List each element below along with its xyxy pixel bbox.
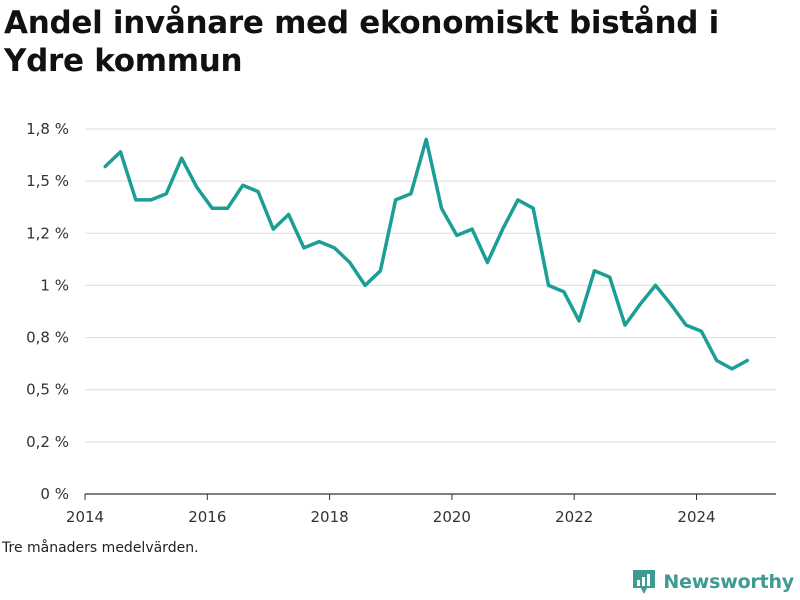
y-tick-label: 0,2 % xyxy=(26,433,69,451)
x-tick-label: 2022 xyxy=(555,508,593,526)
series-layer xyxy=(103,137,750,371)
y-tick-label: 1 % xyxy=(40,276,69,294)
x-tick-label: 2014 xyxy=(66,508,104,526)
x-tick-label: 2018 xyxy=(311,508,349,526)
y-tick-label: 1,5 % xyxy=(26,172,69,190)
chart-caption: Tre månaders medelvärden. xyxy=(2,540,199,556)
brand-logo[interactable]: Newsworthy xyxy=(631,568,794,596)
brand-name: Newsworthy xyxy=(663,571,794,593)
x-tick-label: 2020 xyxy=(433,508,471,526)
y-tick-labels: 0 % 0,2 % 0,5 % 0,8 % 1 % 1,2 % 1,5 % 1,8 % xyxy=(26,120,69,503)
newsworthy-logo-icon xyxy=(633,570,656,594)
y-tick-label: 0,8 % xyxy=(26,329,69,347)
x-axis xyxy=(84,493,776,500)
chart-title: Andel invånare med ekonomiskt bistånd i … xyxy=(4,5,719,79)
series-line xyxy=(103,137,750,371)
x-tick-labels: 2014 2016 2018 2020 2022 2024 xyxy=(66,508,716,526)
y-tick-label: 0,5 % xyxy=(26,381,69,399)
x-tick-label: 2024 xyxy=(677,508,715,526)
y-tick-label: 0 % xyxy=(40,485,69,503)
y-tick-label: 1,8 % xyxy=(26,120,69,138)
y-tick-label: 1,2 % xyxy=(26,224,69,242)
grid-lines xyxy=(85,128,776,443)
x-tick-label: 2016 xyxy=(188,508,226,526)
